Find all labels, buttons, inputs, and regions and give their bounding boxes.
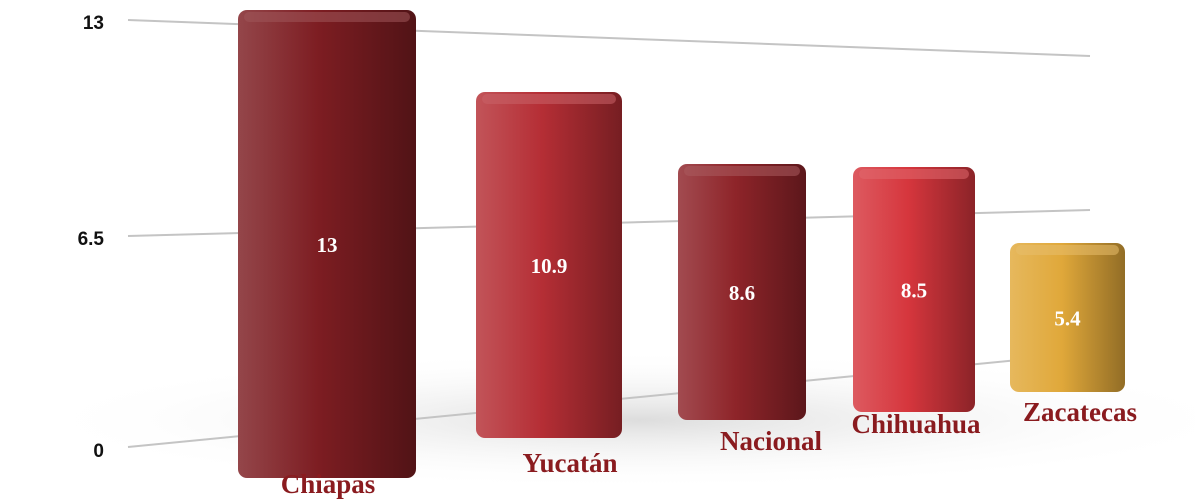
bar-nacional	[678, 164, 806, 420]
value-label: 8.5	[901, 279, 927, 303]
y-axis-ticks: 0 6.5 13	[78, 13, 105, 462]
bar-body	[476, 92, 622, 438]
bar-body	[1010, 243, 1125, 392]
value-labels: 13 10.9 8.6 8.5 5.4	[317, 233, 1082, 331]
value-label: 10.9	[531, 254, 568, 278]
y-tick-label: 6.5	[78, 229, 105, 250]
bar-top-highlight	[244, 12, 410, 22]
category-labels: Chiapas Yucatán Nacional Chihuahua Zacat…	[281, 397, 1137, 499]
bar-top-highlight	[1016, 245, 1119, 255]
y-tick-label: 13	[83, 13, 104, 34]
bar-top-highlight	[482, 94, 616, 104]
value-label: 13	[317, 233, 338, 257]
value-label: 8.6	[729, 281, 755, 305]
bar-chiapas	[238, 10, 416, 478]
category-label: Yucatán	[522, 448, 617, 478]
bar-yucatán	[476, 92, 622, 438]
bars	[238, 10, 1125, 478]
bar-body	[678, 164, 806, 420]
value-label: 5.4	[1054, 307, 1081, 331]
bar-chihuahua	[853, 167, 975, 412]
y-tick-label: 0	[93, 441, 104, 462]
category-label: Chihuahua	[851, 409, 981, 439]
category-label: Zacatecas	[1023, 397, 1137, 427]
category-label: Chiapas	[281, 469, 376, 499]
category-label: Nacional	[720, 426, 823, 456]
bar-zacatecas	[1010, 243, 1125, 392]
bar-body	[238, 10, 416, 478]
bar-top-highlight	[859, 169, 969, 179]
bar-top-highlight	[684, 166, 800, 176]
bar-body	[853, 167, 975, 412]
